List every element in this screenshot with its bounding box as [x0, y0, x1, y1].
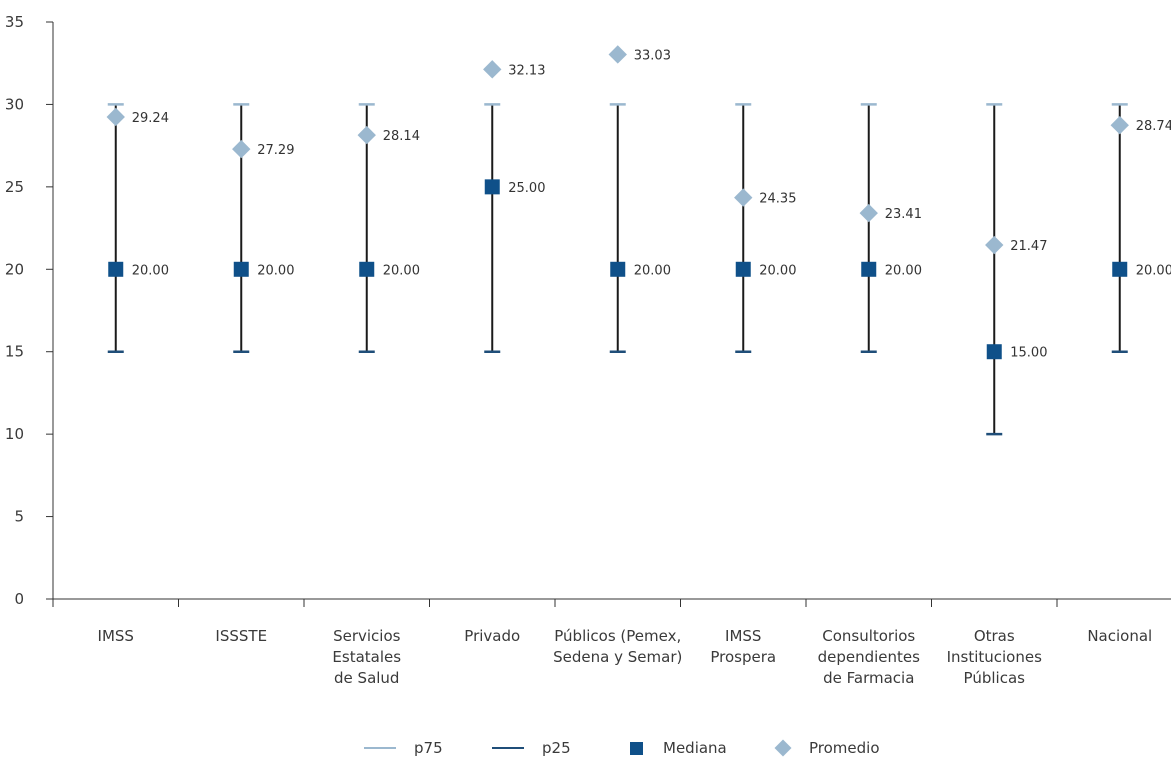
promedio-data-label: 23.41 [885, 207, 922, 222]
legend-item-p75: p75 [364, 737, 443, 759]
x-tick-label: Servicios Estatales de Salud [332, 627, 401, 687]
mediana-data-label: 20.00 [634, 263, 671, 278]
legend: p75 p25 Mediana Promedio [0, 737, 1171, 759]
x-tick-label: Otras Instituciones Públicas [947, 627, 1043, 687]
y-tick-label: 25 [5, 178, 24, 196]
y-tick-label: 30 [5, 95, 24, 113]
mediana-marker [610, 261, 626, 277]
promedio-marker [483, 60, 502, 79]
y-tick-label: 35 [5, 13, 24, 31]
markers [106, 45, 1129, 360]
x-tick-label: Públicos (Pemex, Sedena y Semar) [553, 627, 682, 666]
mediana-data-label: 20.00 [132, 263, 169, 278]
legend-label-p25: p25 [542, 739, 571, 757]
y-tick-label: 15 [5, 343, 24, 361]
mediana-data-label: 20.00 [759, 263, 796, 278]
y-tick-label: 5 [14, 508, 24, 526]
legend-item-p25: p25 [492, 737, 571, 759]
promedio-marker [608, 45, 627, 64]
promedio-data-label: 33.03 [634, 48, 671, 63]
promedio-data-label: 27.29 [257, 143, 294, 158]
mediana-data-label: 15.00 [1010, 346, 1047, 361]
legend-item-mediana: Mediana [630, 737, 727, 759]
y-tick-label: 0 [14, 590, 24, 608]
mediana-marker [108, 261, 124, 277]
mediana-data-label: 20.00 [885, 263, 922, 278]
data-labels: 20.00 29.24 20.00 27.29 20.00 28.14 25.00 32.13… [132, 48, 1171, 360]
promedio-data-label: 32.13 [508, 63, 545, 78]
mediana-data-label: 25.00 [508, 181, 545, 196]
mediana-marker [735, 261, 751, 277]
y-tick-label: 20 [5, 260, 24, 278]
promedio-marker [106, 107, 125, 127]
p75-line-icon [364, 747, 396, 749]
promedio-data-label: 28.74 [1136, 119, 1171, 134]
axes: 0 5 10 15 20 25 30 35 IMSS ISSSTE Servicios Estatal… [5, 13, 1171, 687]
promedio-marker [734, 188, 753, 207]
diamond-icon [774, 739, 792, 757]
y-tick-label: 10 [5, 425, 24, 443]
mediana-marker [861, 261, 877, 277]
mediana-marker [484, 179, 500, 195]
promedio-marker [357, 125, 376, 145]
p25-line-icon [492, 747, 524, 749]
promedio-data-label: 28.14 [383, 129, 420, 144]
legend-item-promedio: Promedio [773, 737, 880, 759]
mediana-marker [1112, 261, 1128, 277]
x-tick-label: Consultorios dependientes de Farmacia [818, 627, 921, 687]
chart: 0 5 10 15 20 25 30 35 IMSS ISSSTE Servicios Estatal… [5, 13, 1171, 687]
promedio-marker [859, 203, 878, 223]
x-tick-label: IMSS [98, 627, 134, 645]
mediana-marker [233, 261, 249, 277]
mediana-data-label: 20.00 [383, 263, 420, 278]
legend-label-promedio: Promedio [809, 739, 880, 757]
promedio-marker [1110, 116, 1129, 135]
legend-label-p75: p75 [414, 739, 443, 757]
x-tick-label: Nacional [1087, 627, 1152, 645]
mediana-marker [986, 344, 1002, 360]
mediana-data-label: 20.00 [257, 263, 294, 278]
promedio-data-label: 24.35 [759, 192, 796, 207]
x-tick-label: ISSSTE [215, 627, 267, 645]
mediana-marker [359, 261, 375, 277]
mediana-data-label: 20.00 [1136, 263, 1171, 278]
promedio-marker [985, 235, 1004, 255]
legend-label-mediana: Mediana [663, 739, 727, 757]
promedio-marker [232, 139, 251, 159]
x-tick-label: IMSS Prospera [710, 627, 776, 666]
promedio-data-label: 29.24 [132, 111, 169, 126]
square-icon [630, 741, 643, 755]
promedio-data-label: 21.47 [1010, 239, 1047, 254]
x-tick-label: Privado [464, 627, 520, 645]
